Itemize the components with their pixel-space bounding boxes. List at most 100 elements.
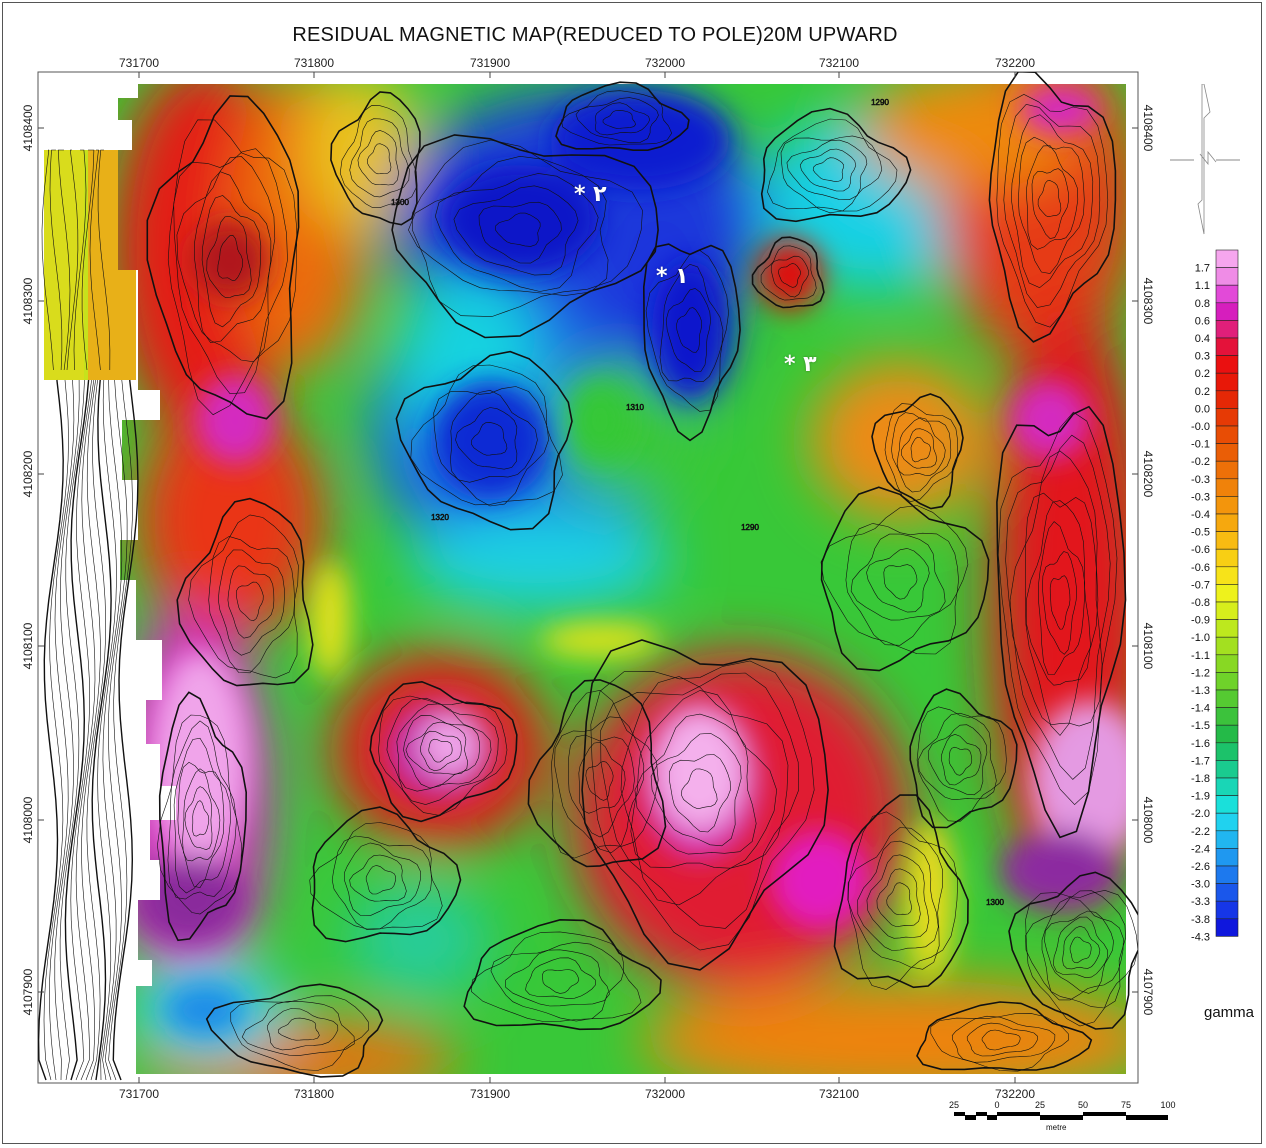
contour-line (208, 536, 296, 674)
contour-line (104, 379, 128, 1081)
contour-line (386, 697, 499, 805)
legend-swatch (1215, 636, 1239, 656)
legend-swatch (1215, 865, 1239, 884)
legend-value: -0.2 (1191, 456, 1210, 468)
y-tick-label-left: 4108000 (21, 796, 35, 843)
legend-swatch (1215, 496, 1239, 515)
contour-line (49, 149, 63, 371)
legend-swatch (1215, 918, 1239, 937)
contour-line (408, 155, 609, 296)
contour-value-label: 1300 (986, 898, 1004, 907)
legend-value: -4.3 (1191, 931, 1210, 943)
contour-line (767, 118, 898, 212)
contour-line (681, 768, 718, 809)
contour-line (910, 436, 931, 463)
contour-line (490, 941, 625, 1022)
legend-swatch (1215, 619, 1239, 638)
y-tick-label-right: 4108200 (1141, 451, 1155, 498)
contour-line (81, 379, 101, 1081)
y-tick-label-right: 4108100 (1141, 623, 1155, 670)
contour-line (158, 691, 248, 942)
legend-swatch (1215, 584, 1239, 603)
contour-line (70, 379, 92, 1081)
contour-line (505, 949, 610, 1007)
contour-line (206, 216, 252, 299)
legend-value: -1.2 (1191, 667, 1210, 679)
contour-value-label: 1310 (626, 403, 644, 412)
contour-line (600, 672, 800, 929)
legend-value: -2.0 (1191, 808, 1210, 820)
contour-value-label: 1290 (871, 98, 889, 107)
legend-value: 0.4 (1195, 333, 1210, 345)
color-legend: 1.7 1.1 0.8 0.6 0.4 0.3 0.2 0.2 0.0 -0.0 -0.1 -0.2 -… (1191, 249, 1239, 943)
contour-line (876, 868, 921, 927)
contour-line (799, 148, 857, 192)
contour-line (89, 149, 101, 371)
contour-line (330, 91, 421, 226)
contour-line (176, 156, 276, 363)
coordinate-ticks: 731700 731700 731800 731800 731900 731900 7320… (21, 56, 1155, 1101)
contour-value-label: 1320 (431, 513, 449, 522)
legend-value: -2.6 (1191, 861, 1210, 873)
legend-swatch (1215, 724, 1239, 744)
legend-swatch (1215, 707, 1239, 726)
contour-line (176, 497, 314, 687)
contour-line (871, 393, 964, 510)
contour-line (847, 811, 959, 990)
contour-line (64, 379, 90, 1081)
contour-line (951, 1015, 1056, 1063)
legend-swatch (1215, 513, 1239, 532)
contour-line (205, 983, 384, 1078)
contour-line (542, 969, 580, 994)
contour-line (866, 854, 930, 939)
contour-line (996, 405, 1127, 839)
contour-line (157, 714, 242, 915)
legend-swatch (1215, 689, 1239, 708)
contour-line (780, 135, 883, 214)
contour-line (108, 379, 133, 1081)
legend-value: -0.6 (1191, 562, 1210, 574)
contour-line (428, 738, 453, 763)
contour-line (554, 716, 645, 854)
legend-value: -0.8 (1191, 597, 1210, 609)
contour-line (1025, 890, 1126, 1009)
legend-swatch (1215, 320, 1239, 339)
contour-line (419, 730, 462, 772)
contour-line (551, 689, 659, 859)
legend-swatch (1215, 848, 1239, 867)
contour-line (1062, 925, 1101, 970)
legend-swatch (1215, 267, 1239, 286)
contour-line (760, 245, 817, 301)
legend-swatch (1215, 478, 1239, 497)
contour-line (630, 690, 778, 869)
contour-line (146, 95, 300, 420)
contour-line (167, 720, 237, 900)
contour-line (403, 715, 480, 789)
contour-line (575, 97, 659, 144)
contour-line (833, 794, 969, 989)
legend-value: -0.3 (1191, 491, 1210, 503)
contour-line (581, 639, 829, 971)
contour-line (1009, 450, 1103, 727)
contour-line (555, 81, 690, 151)
y-tick-label-right: 4107900 (1141, 969, 1155, 1016)
contour-line (97, 379, 117, 1081)
contour-line (857, 840, 939, 951)
legend-value: -0.4 (1191, 509, 1210, 521)
legend-unit: gamma (1204, 1004, 1255, 1021)
contour-line (177, 761, 225, 889)
legend-swatch (1215, 460, 1239, 480)
contour-line (525, 957, 596, 999)
contour-line (349, 118, 410, 198)
contour-line (1011, 114, 1094, 289)
legend-value: -1.6 (1191, 738, 1210, 750)
legend-value: 1.1 (1195, 280, 1210, 292)
legend-value: -2.2 (1191, 826, 1210, 838)
contour-line (66, 149, 79, 371)
contour-line (478, 201, 562, 264)
contour-line (495, 212, 541, 247)
contour-line (59, 379, 85, 1081)
legend-value: -3.3 (1191, 896, 1210, 908)
contour-line (966, 1022, 1038, 1057)
